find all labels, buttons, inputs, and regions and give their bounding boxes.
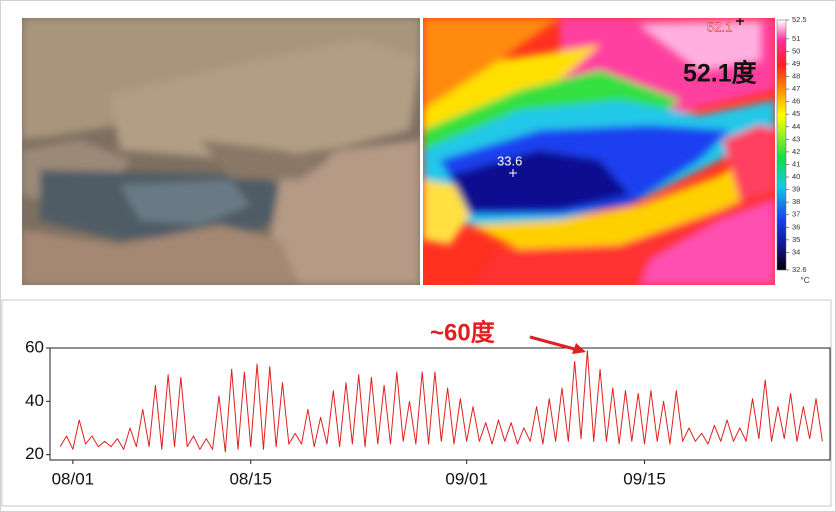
colorbar-unit: °C bbox=[801, 276, 810, 285]
colorbar-tick-label: 41 bbox=[792, 159, 800, 168]
colorbar-tick-label: 44 bbox=[792, 122, 800, 131]
plot-frame bbox=[49, 347, 831, 461]
colorbar-tick-label: 37 bbox=[792, 210, 800, 219]
colorbar-tick-label: 35 bbox=[792, 235, 800, 244]
max-temp-annotation: 52.1度 bbox=[683, 59, 757, 88]
colorbar-tick-label: 42 bbox=[792, 147, 800, 156]
crosshair bbox=[509, 169, 517, 177]
x-tick-label: 09/15 bbox=[623, 469, 666, 488]
colorbar-tick-label: 38 bbox=[792, 197, 800, 206]
colorbar bbox=[776, 19, 787, 271]
y-tick-label: 40 bbox=[25, 391, 44, 410]
annotation-arrow bbox=[529, 335, 579, 352]
colorbar-tick-label: 47 bbox=[792, 84, 800, 93]
colorbar-tick-label: 40 bbox=[792, 172, 800, 181]
thermal-image: 52.1 52.1度 33.6 bbox=[423, 18, 775, 285]
max-temp-label: 52.1 bbox=[707, 19, 732, 34]
x-tick-label: 09/01 bbox=[445, 469, 488, 488]
crosshair bbox=[736, 18, 744, 25]
colorbar-tick-label: 50 bbox=[792, 46, 800, 55]
colorbar-tick-label: 45 bbox=[792, 109, 800, 118]
colorbar-tick-label: 46 bbox=[792, 97, 800, 106]
colorbar-tick-label: 34 bbox=[792, 247, 800, 256]
annotation: ~60度 bbox=[430, 318, 496, 346]
chart: 20 40 60 08/01 08/15 09/01 09/15 bbox=[25, 337, 823, 488]
colorbar-tick-label: 48 bbox=[792, 72, 800, 81]
spot-temp-label: 33.6 bbox=[497, 153, 522, 168]
y-tick-label: 20 bbox=[25, 444, 44, 463]
colorbar-tick-label: 39 bbox=[792, 185, 800, 194]
annotation-arrowhead bbox=[572, 343, 586, 354]
colorbar-tick-label: 52.5 bbox=[792, 15, 807, 24]
colorbar-tick-label: 43 bbox=[792, 134, 800, 143]
rock-photo bbox=[22, 18, 420, 285]
colorbar-tick-label: 36 bbox=[792, 222, 800, 231]
colorbar-ticks: 52.5 51 50 49 48 47 46 45 44 43 42 41 40 39 38 37 36 35 34… bbox=[786, 15, 807, 274]
x-tick-label: 08/01 bbox=[52, 469, 95, 488]
colorbar-tick-label: 49 bbox=[792, 59, 800, 68]
colorbar-tick-label: 51 bbox=[792, 34, 800, 43]
data-line bbox=[59, 350, 823, 453]
colorbar-tick-label: 32.6 bbox=[792, 265, 807, 274]
chart-frame bbox=[1, 299, 832, 507]
x-tick-label: 08/15 bbox=[229, 469, 272, 488]
y-tick-label: 60 bbox=[25, 337, 44, 356]
